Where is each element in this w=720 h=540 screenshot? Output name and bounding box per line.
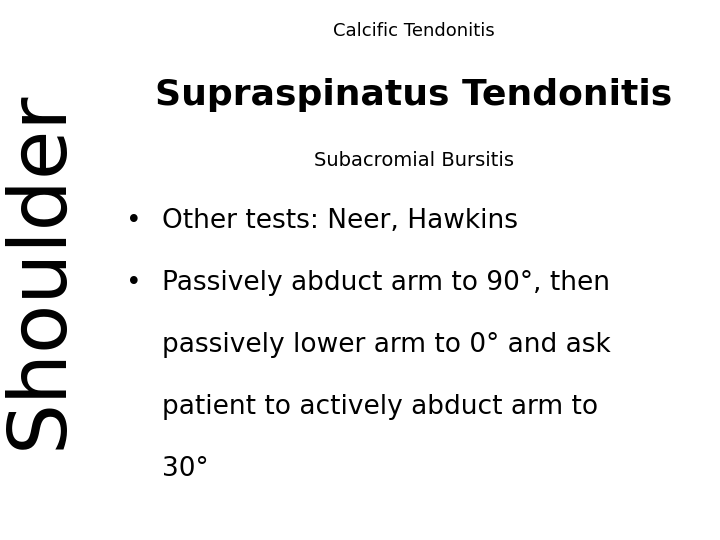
Text: Calcific Tendonitis: Calcific Tendonitis <box>333 22 495 39</box>
Text: Other tests: Neer, Hawkins: Other tests: Neer, Hawkins <box>162 208 518 234</box>
Text: Shoulder: Shoulder <box>1 91 78 449</box>
Text: Passively abduct arm to 90°, then: Passively abduct arm to 90°, then <box>162 270 610 296</box>
Text: •: • <box>126 208 142 234</box>
Text: passively lower arm to 0° and ask: passively lower arm to 0° and ask <box>162 332 611 358</box>
Text: •: • <box>126 270 142 296</box>
Text: 30°: 30° <box>162 456 209 482</box>
Text: Subacromial Bursitis: Subacromial Bursitis <box>314 151 514 170</box>
Text: patient to actively abduct arm to: patient to actively abduct arm to <box>162 394 598 420</box>
Text: Supraspinatus Tendonitis: Supraspinatus Tendonitis <box>156 78 672 112</box>
